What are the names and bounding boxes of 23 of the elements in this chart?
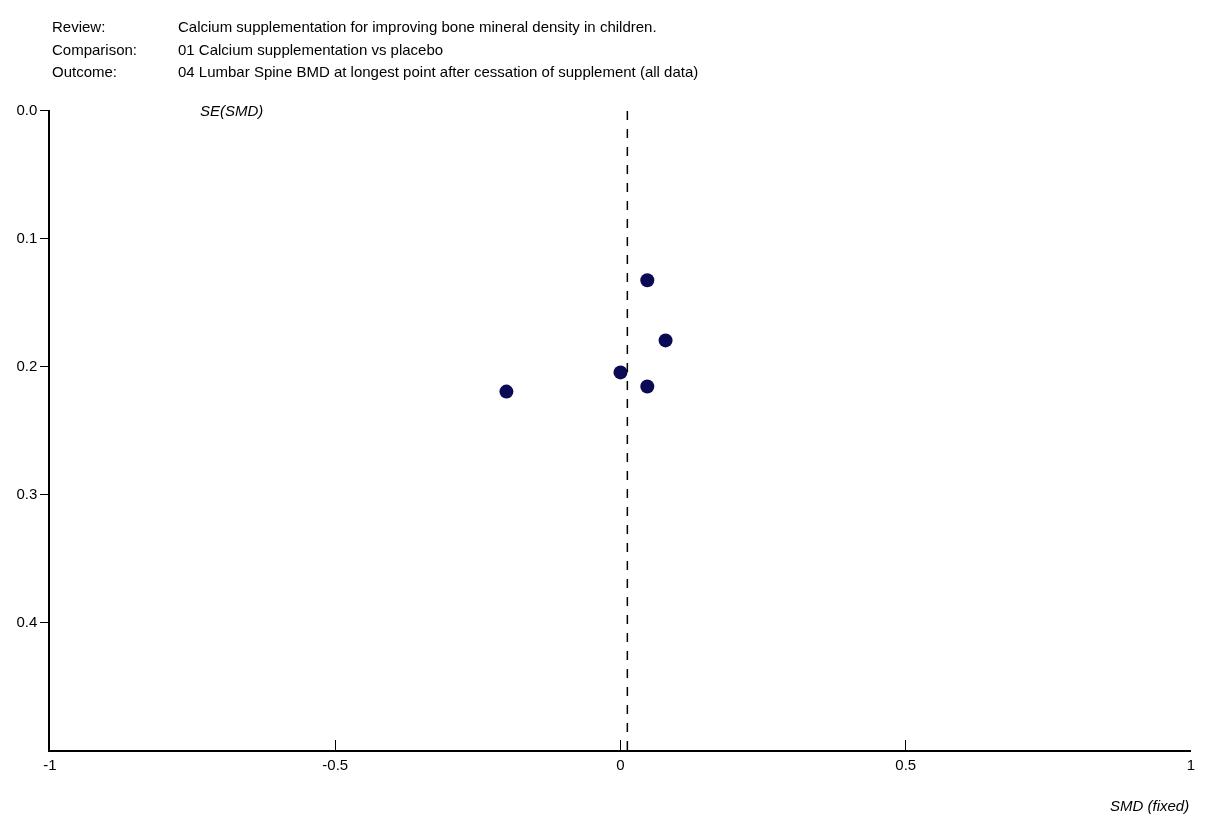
x-tick-label: -0.5 (322, 755, 349, 773)
x-axis-title: SMD (fixed) (1110, 797, 1190, 814)
text: Outcome: (52, 63, 118, 80)
x-tick-label: 0 (616, 755, 625, 773)
y-axis-title: SE(SMD) (200, 102, 264, 119)
point (640, 379, 655, 394)
y-tick-label: 0.2 (16, 357, 38, 375)
point (613, 365, 628, 380)
y-tick-label: 0.0 (16, 101, 38, 119)
x-tick-label: -1 (43, 755, 57, 773)
y-tick-label: 0.1 (16, 229, 38, 247)
x-tick-label: 0.5 (895, 755, 917, 773)
point (499, 384, 514, 399)
text: 01 Calcium supplementation vs placebo (178, 41, 444, 58)
y-tick-label: 0.3 (16, 485, 38, 503)
text: Comparison: (52, 41, 138, 58)
x-tick-label: 1 (1186, 755, 1196, 773)
y-tick-label: 0.4 (16, 613, 38, 631)
point (658, 333, 673, 348)
point (640, 273, 655, 288)
text: Review: (52, 18, 106, 35)
text: 04 Lumbar Spine BMD at longest point after cessation of supplement (all data) (178, 63, 699, 80)
text: Calcium supplementation for improving bone mineral density in children. (178, 18, 657, 35)
